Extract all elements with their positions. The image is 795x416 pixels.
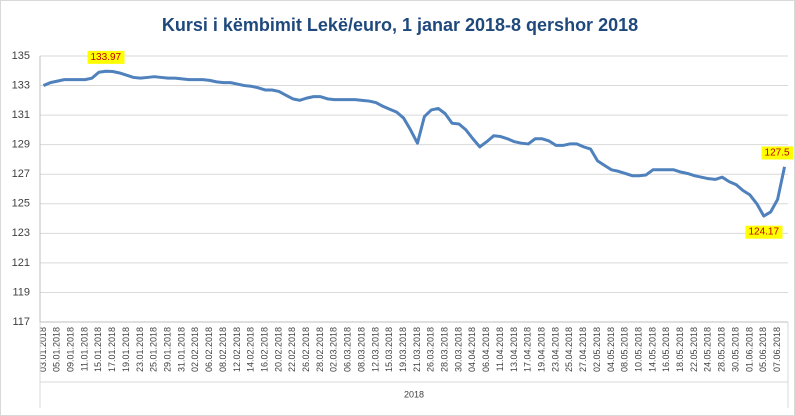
x-tick-label: 16.02.2018 xyxy=(259,327,269,372)
data-label-bg xyxy=(745,225,783,239)
x-tick-label: 15.01.2018 xyxy=(93,327,103,372)
x-tick-label: 22.05.2018 xyxy=(689,327,699,372)
x-tick-label: 16.05.2018 xyxy=(661,327,671,372)
y-tick-label: 121 xyxy=(12,257,30,269)
x-tick-label: 29.01.2018 xyxy=(163,327,173,372)
data-label-group: 124.17 xyxy=(745,225,783,239)
x-tick-label: 27.04.2018 xyxy=(578,327,588,372)
x-tick-label: 02.02.2018 xyxy=(190,327,200,372)
x-tick-label: 30.03.2018 xyxy=(453,327,463,372)
x-tick-label: 22.02.2018 xyxy=(287,327,297,372)
y-tick-label: 127 xyxy=(12,168,30,180)
x-tick-label: 19.04.2018 xyxy=(537,327,547,372)
x-tick-label: 06.03.2018 xyxy=(343,327,353,372)
x-tick-label: 09.01.2018 xyxy=(66,327,76,372)
y-tick-label: 133 xyxy=(12,79,30,91)
x-tick-label: 02.05.2018 xyxy=(592,327,602,372)
x-tick-label: 06.04.2018 xyxy=(481,327,491,372)
data-label-bg xyxy=(87,50,125,64)
x-tick-label: 30.05.2018 xyxy=(730,327,740,372)
x-tick-label: 01.06.2018 xyxy=(744,327,754,372)
x-tick-label: 20.02.2018 xyxy=(273,327,283,372)
x-tick-label: 15.03.2018 xyxy=(384,327,394,372)
x-tick-label: 14.05.2018 xyxy=(647,327,657,372)
x-tick-label: 19.03.2018 xyxy=(398,327,408,372)
x-tick-label: 11.01.2018 xyxy=(79,327,89,371)
x-tick-label: 19.01.2018 xyxy=(121,327,131,372)
y-tick-label: 119 xyxy=(12,286,30,298)
x-tick-label: 21.03.2018 xyxy=(412,327,422,372)
y-tick-label: 129 xyxy=(12,139,30,151)
data-label: 127.5 xyxy=(765,147,790,158)
x-tick-label: 12.03.2018 xyxy=(370,327,380,372)
y-tick-label: 135 xyxy=(12,50,30,62)
data-label-group: 127.5 xyxy=(761,146,793,160)
data-label-bg xyxy=(761,146,793,160)
x-tick-label: 17.01.2018 xyxy=(107,327,117,372)
x-tick-label: 05.06.2018 xyxy=(758,327,768,372)
x-tick-label: 04.05.2018 xyxy=(606,327,616,372)
x-tick-label: 12.02.2018 xyxy=(232,327,242,372)
x-tick-label: 18.05.2018 xyxy=(675,327,685,372)
x-group-label: 2018 xyxy=(404,389,424,399)
data-label: 133.97 xyxy=(90,52,121,63)
x-tick-label: 07.06.2018 xyxy=(772,327,782,372)
data-label-group: 133.97 xyxy=(87,50,125,64)
x-tick-label: 08.02.2018 xyxy=(218,327,228,372)
x-tick-label: 28.03.2018 xyxy=(440,327,450,372)
x-tick-label: 05.01.2018 xyxy=(52,327,62,372)
x-tick-label: 17.04.2018 xyxy=(523,327,533,372)
y-tick-label: 117 xyxy=(12,316,30,328)
x-tick-label: 06.02.2018 xyxy=(204,327,214,372)
x-tick-label: 13.04.2018 xyxy=(509,327,519,372)
x-tick-label: 26.02.2018 xyxy=(301,327,311,372)
x-tick-label: 31.01.2018 xyxy=(176,327,186,372)
x-tick-label: 24.05.2018 xyxy=(703,327,713,372)
x-tick-label: 04.04.2018 xyxy=(467,327,477,372)
x-tick-label: 28.05.2018 xyxy=(717,327,727,372)
x-tick-label: 28.02.2018 xyxy=(315,327,325,372)
data-label: 124.17 xyxy=(748,227,779,238)
x-tick-label: 08.05.2018 xyxy=(620,327,630,372)
x-tick-label: 08.03.2018 xyxy=(356,327,366,372)
y-tick-label: 123 xyxy=(12,227,30,239)
chart-title: Kursi i këmbimit Lekë/euro, 1 janar 2018… xyxy=(162,15,638,35)
x-tick-label: 25.01.2018 xyxy=(149,327,159,372)
y-tick-label: 125 xyxy=(12,198,30,210)
series-line xyxy=(42,69,787,218)
x-tick-label: 14.02.2018 xyxy=(246,327,256,372)
x-tick-label: 26.03.2018 xyxy=(426,327,436,372)
x-tick-label: 02.03.2018 xyxy=(329,327,339,372)
x-tick-label: 03.01.2018 xyxy=(38,327,48,372)
x-tick-label: 23.01.2018 xyxy=(135,327,145,372)
x-tick-label: 25.04.2018 xyxy=(564,327,574,372)
y-tick-label: 131 xyxy=(12,109,30,121)
x-tick-label: 10.05.2018 xyxy=(633,327,643,372)
x-tick-label: 11.04.2018 xyxy=(495,327,505,371)
x-tick-label: 23.04.2018 xyxy=(550,327,560,372)
